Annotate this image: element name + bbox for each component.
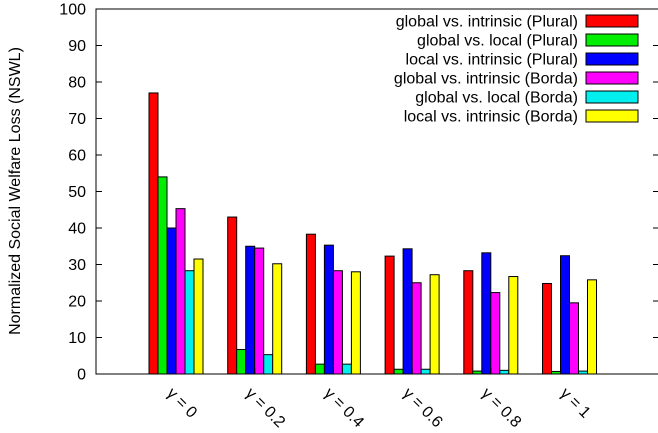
bar bbox=[193, 258, 204, 375]
bar bbox=[499, 369, 510, 375]
bar bbox=[384, 255, 395, 375]
bar bbox=[402, 248, 413, 375]
legend-label: global vs. intrinsic (Borda) bbox=[394, 71, 578, 88]
x-tick-label: γ = 0.2 bbox=[242, 385, 288, 428]
x-tick-label: γ = 0.4 bbox=[321, 385, 367, 428]
bar bbox=[166, 227, 177, 375]
bar-group bbox=[305, 233, 361, 375]
legend-swatch bbox=[585, 90, 639, 104]
legend-item: local vs. intrinsic (Plural) bbox=[406, 52, 639, 69]
bar bbox=[245, 245, 256, 375]
bar bbox=[472, 370, 483, 375]
bar bbox=[411, 282, 422, 375]
legend-item: global vs. intrinsic (Plural) bbox=[396, 14, 639, 31]
bar bbox=[463, 270, 474, 375]
x-tick-label: γ = 0.6 bbox=[399, 385, 445, 428]
bar bbox=[227, 216, 238, 375]
legend-swatch bbox=[585, 14, 639, 28]
bar bbox=[490, 292, 501, 375]
bar bbox=[551, 370, 561, 375]
bar bbox=[332, 270, 343, 375]
y-tick-label: 70 bbox=[68, 111, 86, 128]
legend-item: local vs. intrinsic (Borda) bbox=[404, 109, 639, 126]
bar bbox=[393, 368, 404, 375]
bar bbox=[481, 252, 492, 375]
bar bbox=[236, 349, 247, 375]
bar-groups bbox=[148, 92, 597, 375]
bar bbox=[305, 233, 316, 375]
bar bbox=[254, 247, 265, 375]
bar bbox=[272, 263, 283, 375]
y-tick-label: 50 bbox=[68, 184, 86, 201]
y-tick-label: 80 bbox=[68, 75, 86, 92]
y-tick-label: 30 bbox=[68, 257, 86, 274]
y-tick-label: 100 bbox=[59, 2, 86, 19]
y-tick-label: 10 bbox=[68, 330, 86, 347]
y-tick-label: 20 bbox=[68, 294, 86, 311]
x-axis: γ = 0 γ = 0.2 γ = 0.4 γ = 0.6 γ = 0.8 γ = 1 bbox=[163, 368, 594, 431]
bar bbox=[323, 244, 334, 375]
x-tick-label: γ = 0 bbox=[163, 385, 200, 422]
bar-group bbox=[227, 216, 283, 375]
bar bbox=[350, 271, 361, 375]
legend-swatch bbox=[585, 52, 639, 66]
legend-item: global vs. intrinsic (Borda) bbox=[394, 71, 639, 88]
bar bbox=[341, 363, 352, 375]
bar-group bbox=[148, 92, 204, 375]
legend-label: global vs. local (Plural) bbox=[417, 33, 578, 50]
bar bbox=[560, 255, 570, 375]
y-tick-label: 0 bbox=[77, 367, 86, 384]
legend-label: global vs. intrinsic (Plural) bbox=[396, 14, 578, 31]
y-tick-label: 60 bbox=[68, 148, 86, 165]
bar bbox=[578, 370, 588, 375]
bar-group bbox=[542, 255, 597, 375]
legend-label: global vs. local (Borda) bbox=[415, 90, 578, 107]
bar-group bbox=[384, 248, 440, 375]
x-tick-label: γ = 1 bbox=[557, 385, 594, 422]
bar bbox=[314, 363, 325, 375]
bar bbox=[175, 208, 186, 375]
bar bbox=[420, 368, 431, 375]
bar-group bbox=[463, 252, 519, 375]
bar bbox=[569, 302, 579, 375]
legend-label: local vs. intrinsic (Borda) bbox=[404, 109, 578, 126]
legend-item: global vs. local (Borda) bbox=[415, 90, 639, 107]
legend-item: global vs. local (Plural) bbox=[417, 33, 639, 50]
bar bbox=[542, 282, 552, 375]
bar bbox=[508, 276, 519, 375]
legend-swatch bbox=[585, 33, 639, 47]
bar bbox=[184, 270, 195, 375]
legend-swatch bbox=[585, 109, 639, 123]
x-tick-label: γ = 0.8 bbox=[478, 385, 524, 428]
bar bbox=[429, 274, 440, 375]
y-tick-label: 90 bbox=[68, 38, 86, 55]
bar bbox=[148, 92, 159, 375]
bar bbox=[587, 279, 597, 375]
legend: global vs. intrinsic (Plural) global vs. … bbox=[394, 14, 639, 126]
y-axis-label: Normalized Social Welfare Loss (NSWL) bbox=[7, 47, 24, 335]
bar bbox=[263, 354, 274, 375]
y-tick-label: 40 bbox=[68, 221, 86, 238]
legend-label: local vs. intrinsic (Plural) bbox=[406, 52, 578, 69]
bar bbox=[157, 176, 168, 375]
legend-swatch bbox=[585, 71, 639, 85]
y-axis: 0 10 20 30 40 50 60 70 80 90 100 bbox=[59, 2, 658, 384]
